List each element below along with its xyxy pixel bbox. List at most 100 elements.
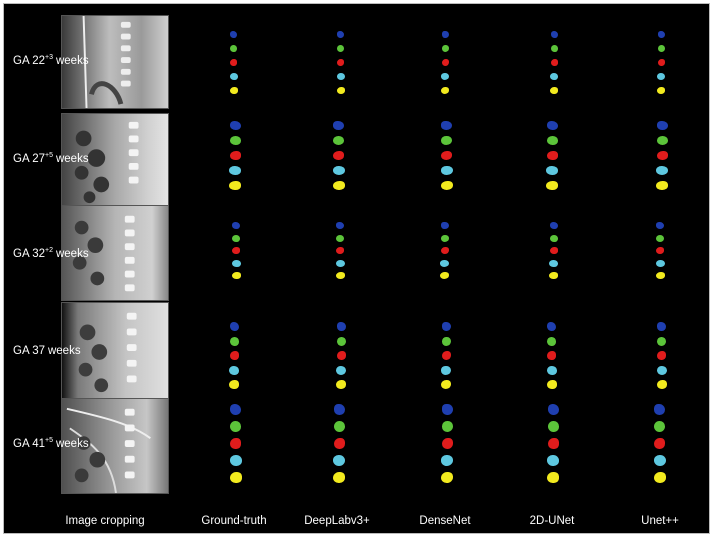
mask-ground-truth-row2-yellow <box>229 181 241 190</box>
mask-deeplabv3-row1-yellow <box>336 87 345 94</box>
mask-2d-unet-row3-cyan <box>549 259 559 267</box>
xray-crop-ga37 <box>61 302 169 400</box>
mask-ground-truth-row2-blue <box>229 121 241 130</box>
mask-unetpp-row5-yellow <box>653 472 666 483</box>
mask-densenet-row4-yellow <box>441 380 451 389</box>
mask-unetpp-row1-cyan <box>657 73 665 80</box>
mask-deeplabv3-row5-blue <box>333 404 345 415</box>
mask-deeplabv3-row5-cyan <box>333 455 346 466</box>
xray-crop-ga32 <box>61 205 169 301</box>
mask-deeplabv3-row2-yellow <box>332 181 345 190</box>
mask-deeplabv3-row3-cyan <box>335 259 345 267</box>
mask-densenet-row3-yellow <box>440 272 450 279</box>
mask-unetpp-row2-blue <box>656 121 668 130</box>
ga-label-row2: GA 27+5 weeks <box>13 152 89 165</box>
mask-deeplabv3-row2-cyan <box>332 166 345 175</box>
mask-deeplabv3-row3-blue <box>336 222 344 229</box>
mask-densenet-row1-green <box>441 45 449 52</box>
mask-unetpp-row1-green <box>657 45 665 52</box>
mask-unetpp-row2-yellow <box>656 181 669 190</box>
mask-densenet-row2-blue <box>441 121 453 130</box>
ga-label-row5: GA 41+5 weeks <box>13 437 89 450</box>
mask-ground-truth-row5-green <box>230 421 242 432</box>
mask-2d-unet-row1-yellow <box>550 87 559 94</box>
mask-densenet-row3-green <box>440 234 449 242</box>
mask-unetpp-row1-yellow <box>657 87 665 94</box>
mask-2d-unet-row1-red <box>550 59 558 66</box>
mask-deeplabv3-row5-green <box>333 421 345 432</box>
mask-unetpp-row5-red <box>654 438 666 449</box>
mask-ground-truth-row2-red <box>229 151 241 160</box>
mask-deeplabv3-row4-green <box>336 336 346 346</box>
mask-2d-unet-row1-green <box>550 45 558 52</box>
ga-label-row4: GA 37 weeks <box>13 345 81 357</box>
mask-unetpp-row1-blue <box>657 31 665 38</box>
mask-densenet-row5-green <box>441 421 453 432</box>
mask-unetpp-row4-green <box>657 336 667 346</box>
mask-deeplabv3-row4-cyan <box>336 365 347 375</box>
mask-densenet-row5-red <box>441 438 453 449</box>
mask-deeplabv3-row5-red <box>333 438 345 449</box>
mask-ground-truth-row4-cyan <box>229 365 240 375</box>
column-label-ground-truth: Ground-truth <box>201 515 267 527</box>
mask-ground-truth-row4-blue <box>229 322 239 331</box>
mask-densenet-row4-blue <box>441 322 451 331</box>
mask-2d-unet-row5-red <box>547 438 559 449</box>
mask-ground-truth-row1-green <box>230 45 238 52</box>
mask-unetpp-row2-green <box>656 136 668 145</box>
mask-densenet-row4-green <box>441 336 451 346</box>
mask-deeplabv3-row3-red <box>336 247 344 254</box>
mask-deeplabv3-row2-green <box>333 136 345 145</box>
mask-ground-truth-row3-red <box>232 247 241 254</box>
mask-unetpp-row3-cyan <box>655 259 665 267</box>
mask-2d-unet-row4-yellow <box>546 380 557 389</box>
mask-deeplabv3-row4-blue <box>336 322 346 331</box>
mask-2d-unet-row1-cyan <box>550 73 559 80</box>
mask-2d-unet-row4-red <box>547 351 557 360</box>
mask-2d-unet-row5-yellow <box>547 472 559 483</box>
mask-2d-unet-row3-yellow <box>549 272 559 279</box>
column-label-2d-unet: 2D-UNet <box>529 515 575 527</box>
mask-ground-truth-row3-cyan <box>231 259 241 267</box>
mask-ground-truth-row1-yellow <box>229 87 238 94</box>
mask-ground-truth-row2-green <box>229 136 241 145</box>
figure-panel: GA 22+3 weeks GA 27+5 weeks GA 32+2 weeks G… <box>3 3 710 534</box>
ga-label-row1: GA 22+3 weeks <box>13 54 89 67</box>
mask-unetpp-row4-blue <box>657 322 667 331</box>
mask-deeplabv3-row3-green <box>336 234 344 242</box>
mask-2d-unet-row2-cyan <box>546 166 559 175</box>
mask-densenet-row3-blue <box>440 222 449 229</box>
mask-deeplabv3-row4-red <box>336 351 346 360</box>
mask-densenet-row1-yellow <box>441 87 450 94</box>
mask-ground-truth-row5-red <box>230 438 242 449</box>
mask-ground-truth-row3-green <box>232 234 241 242</box>
mask-2d-unet-row4-green <box>547 336 557 346</box>
mask-2d-unet-row3-green <box>549 234 558 242</box>
mask-densenet-row5-blue <box>441 404 453 415</box>
mask-densenet-row3-cyan <box>440 259 450 267</box>
mask-ground-truth-row1-blue <box>230 31 238 38</box>
mask-densenet-row1-red <box>441 59 449 66</box>
mask-ground-truth-row4-yellow <box>229 380 240 389</box>
column-label-image-cropping: Image cropping <box>65 515 145 527</box>
column-label-unetpp: Unet++ <box>641 515 679 527</box>
mask-deeplabv3-row4-yellow <box>336 380 347 389</box>
mask-ground-truth-row3-blue <box>232 222 241 229</box>
mask-2d-unet-row1-blue <box>550 31 558 38</box>
mask-unetpp-row2-cyan <box>656 166 669 175</box>
mask-unetpp-row1-red <box>657 59 665 66</box>
mask-deeplabv3-row1-green <box>337 45 345 52</box>
mask-deeplabv3-row5-yellow <box>333 472 346 483</box>
mask-densenet-row3-red <box>440 247 449 254</box>
mask-2d-unet-row3-red <box>549 247 558 254</box>
mask-2d-unet-row5-blue <box>547 404 559 415</box>
mask-2d-unet-row2-blue <box>546 121 558 130</box>
mask-ground-truth-row2-cyan <box>229 166 241 175</box>
xray-crop-ga22 <box>61 15 169 109</box>
mask-unetpp-row3-blue <box>656 222 665 229</box>
mask-deeplabv3-row1-cyan <box>336 73 345 80</box>
mask-ground-truth-row1-cyan <box>229 73 238 80</box>
mask-densenet-row1-cyan <box>441 73 450 80</box>
mask-2d-unet-row4-blue <box>547 322 557 331</box>
column-label-deeplabv3: DeepLabv3+ <box>304 515 370 527</box>
